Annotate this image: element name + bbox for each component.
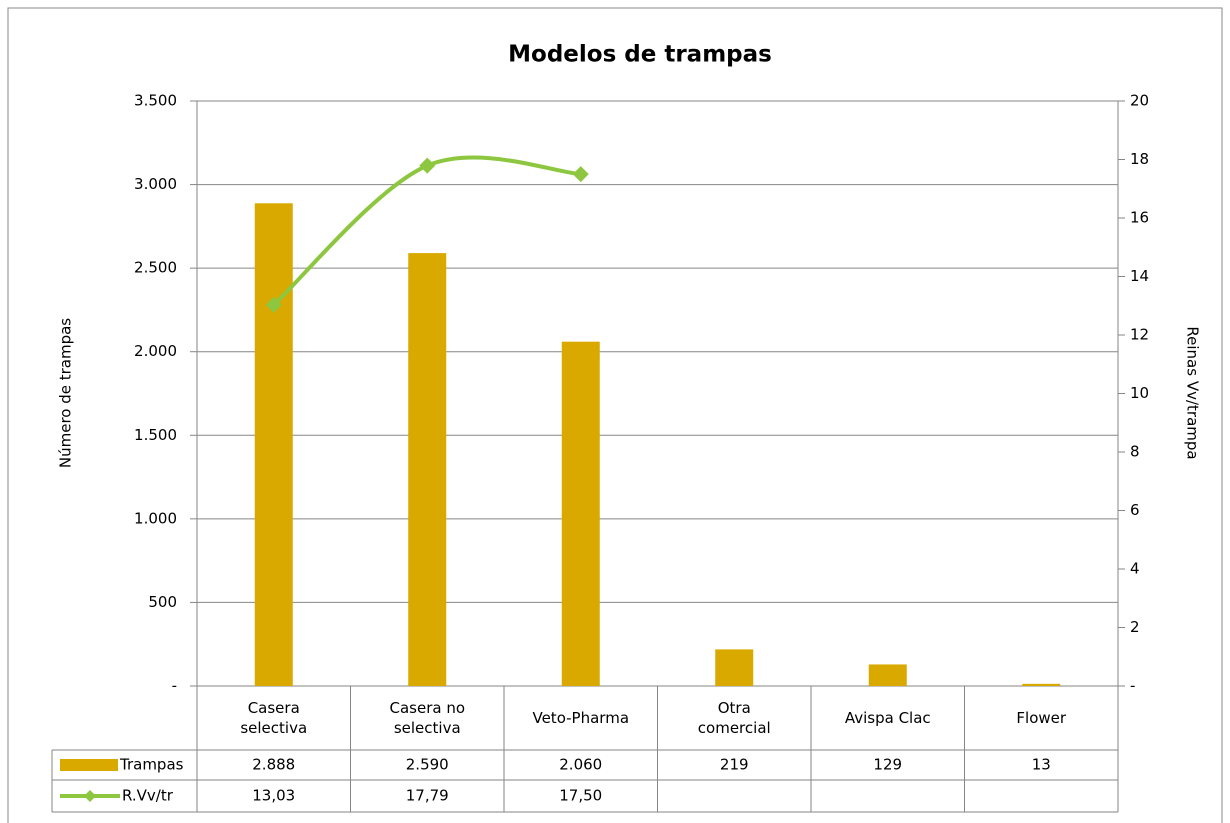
- y2-axis-label: Reinas Vv/trampa: [1184, 326, 1202, 459]
- category-label: Casera no selectiva: [389, 699, 465, 737]
- y2-tick-label: 4: [1130, 560, 1140, 578]
- table-value: 219: [720, 756, 749, 774]
- y2-tick-label: 10: [1130, 384, 1149, 402]
- bar: [1022, 683, 1061, 686]
- bar: [715, 649, 754, 686]
- y-tick-label: 2.500: [134, 259, 177, 277]
- y2-tick-label: 2: [1130, 618, 1140, 636]
- y-tick-label: 3.500: [134, 92, 177, 110]
- category-label: Flower: [1016, 709, 1066, 727]
- table-value: 17,50: [559, 787, 602, 805]
- y2-tick-label: -: [1130, 677, 1135, 695]
- y-tick-label: 3.000: [134, 175, 177, 193]
- table-value: 2.060: [559, 756, 602, 774]
- category-label: Veto-Pharma: [532, 709, 629, 727]
- line-marker: [265, 296, 282, 313]
- bar: [408, 253, 447, 686]
- y-tick-label: 2.000: [134, 342, 177, 360]
- table-value: 129: [873, 756, 902, 774]
- chart-title: Modelos de trampas: [508, 42, 772, 68]
- category-label: Otra comercial: [698, 699, 771, 737]
- chart-border: [7, 7, 1223, 823]
- table-value: 13,03: [252, 787, 295, 805]
- y2-tick-label: 8: [1130, 443, 1140, 461]
- y2-tick-label: 14: [1130, 267, 1149, 285]
- bar: [868, 664, 907, 686]
- table-value: 2.590: [406, 756, 449, 774]
- category-label: Casera selectiva: [240, 699, 307, 737]
- category-label: Avispa Clac: [845, 709, 931, 727]
- y-tick-label: 1.000: [134, 509, 177, 527]
- legend-marker: [84, 790, 96, 802]
- bar: [254, 203, 293, 686]
- legend-label: R.Vv/tr: [122, 787, 174, 805]
- y2-tick-label: 6: [1130, 501, 1140, 519]
- y-axis-label: Número de trampas: [57, 318, 75, 468]
- table-value: 17,79: [406, 787, 449, 805]
- y-tick-label: 1.500: [134, 426, 177, 444]
- line-marker: [419, 157, 436, 174]
- table-value: 13: [1032, 756, 1051, 774]
- y2-tick-label: 16: [1130, 209, 1149, 227]
- table-value: 2.888: [252, 756, 295, 774]
- y-tick-label: 500: [148, 593, 177, 611]
- y2-tick-label: 20: [1130, 92, 1149, 110]
- legend-swatch: [60, 759, 118, 771]
- y2-tick-label: 12: [1130, 326, 1149, 344]
- line-marker: [572, 166, 589, 183]
- y2-tick-label: 18: [1130, 150, 1149, 168]
- legend-label: Trampas: [119, 756, 184, 774]
- y-tick-label: -: [172, 677, 177, 695]
- bar: [561, 341, 600, 686]
